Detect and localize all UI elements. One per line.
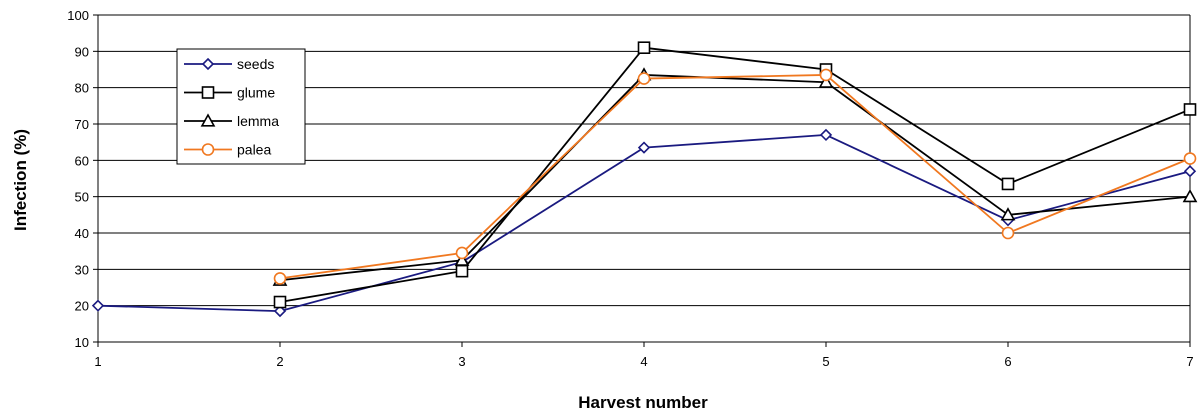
y-tick-label: 80: [75, 81, 89, 96]
data-point-palea: [1001, 226, 1015, 240]
data-point-seeds: [273, 304, 287, 318]
data-point-glume: [637, 41, 651, 55]
y-tick-label: 20: [75, 299, 89, 314]
data-point-glume: [1183, 103, 1197, 116]
x-tick-label: 4: [640, 354, 647, 369]
series-group: [91, 41, 1198, 318]
data-point-seeds: [819, 128, 833, 142]
data-point-palea: [1183, 152, 1197, 165]
x-axis-title: Harvest number: [578, 393, 708, 412]
legend: seeds glume lemma palea: [176, 48, 306, 165]
legend-item-lemma: lemma: [184, 113, 279, 129]
legend-item-glume: glume: [184, 85, 275, 101]
legend-box: [176, 48, 306, 165]
series-glume: [273, 41, 1197, 309]
y-tick-label: 90: [75, 44, 89, 59]
legend-marker: [201, 86, 215, 99]
legend-item-seeds: seeds: [184, 56, 274, 72]
legend-item-palea: palea: [184, 142, 271, 158]
y-tick-label: 60: [75, 153, 89, 168]
data-point-seeds: [637, 141, 651, 154]
data-point-glume: [1001, 177, 1015, 191]
data-point-palea: [273, 272, 287, 285]
series-line-palea: [279, 74, 1191, 280]
y-tick-label: 10: [75, 335, 89, 350]
data-point-lemma: [454, 252, 470, 266]
x-tick-label: 3: [458, 354, 465, 369]
y-axis-title: Infection (%): [11, 129, 30, 231]
series-palea: [273, 68, 1197, 285]
data-point-lemma: [1182, 189, 1198, 203]
series-line-glume: [279, 46, 1191, 303]
data-point-glume: [455, 264, 469, 278]
x-tick-label: 6: [1004, 354, 1011, 369]
data-point-palea: [455, 246, 469, 260]
legend-marker: [201, 143, 215, 156]
data-point-palea: [819, 68, 833, 82]
x-tick-label: 1: [94, 354, 101, 369]
data-point-seeds: [1183, 165, 1197, 178]
legend-label: seeds: [237, 56, 274, 72]
legend-marker: [200, 113, 216, 127]
data-point-lemma: [1000, 207, 1016, 221]
x-tick-label: 7: [1186, 354, 1193, 369]
y-tick-label: 100: [67, 8, 89, 23]
legend-label: palea: [237, 142, 271, 158]
data-point-seeds: [91, 299, 105, 312]
series-line-lemma: [279, 74, 1191, 282]
legend-marker: [201, 57, 215, 71]
legend-label: glume: [237, 85, 275, 101]
y-tick-label: 50: [75, 190, 89, 205]
data-point-glume: [273, 295, 287, 309]
data-point-lemma: [818, 74, 834, 88]
tick-labels: 10 20 30 40 50 60 70 80 90 100 1 2 3 4 5 6 7: [67, 8, 1193, 369]
y-tick-label: 40: [75, 226, 89, 241]
x-tick-label: 2: [276, 354, 283, 369]
legend-label: lemma: [237, 113, 279, 129]
x-tick-label: 5: [822, 354, 829, 369]
series-lemma: [272, 67, 1198, 286]
data-point-palea: [637, 72, 651, 85]
axes: [93, 14, 1191, 347]
y-tick-label: 70: [75, 117, 89, 132]
y-tick-label: 30: [75, 262, 89, 277]
